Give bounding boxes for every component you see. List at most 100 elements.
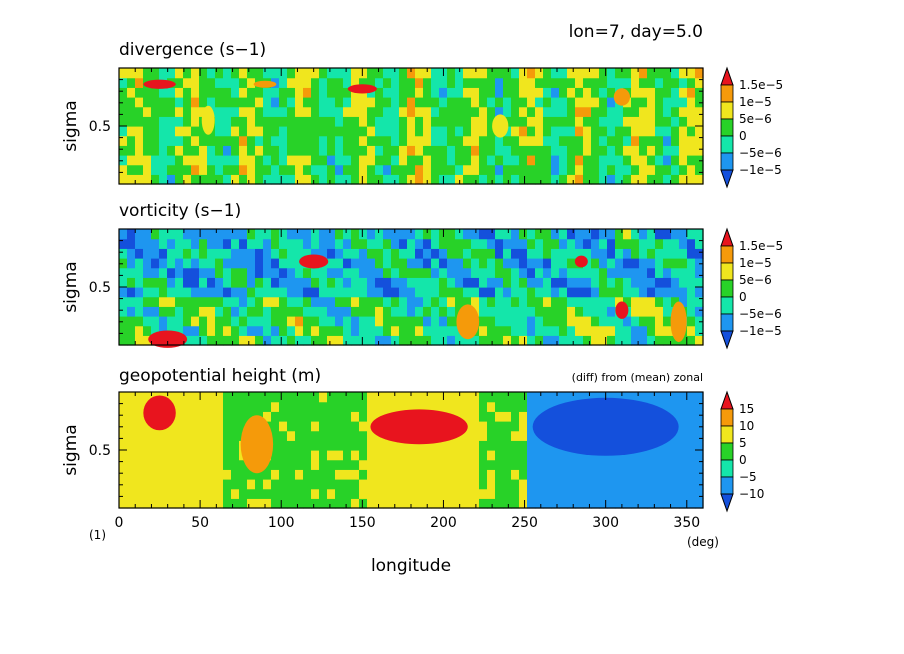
field-cell: [479, 325, 488, 336]
field-cell: [479, 116, 488, 127]
field-cell: [503, 87, 512, 98]
field-cell: [303, 498, 312, 509]
field-cell: [503, 421, 512, 432]
field-cell: [303, 479, 312, 490]
field-cell: [447, 296, 456, 307]
field-cell: [135, 68, 144, 79]
field-cell: [303, 238, 312, 249]
field-cell: [231, 164, 240, 175]
field-cell: [127, 258, 136, 269]
field-cell: [551, 145, 560, 156]
field-cell: [287, 469, 296, 480]
field-cell: [519, 155, 528, 166]
field-cell: [687, 126, 696, 137]
field-cell: [311, 97, 320, 108]
field-cell: [351, 479, 360, 490]
field-cell: [671, 296, 680, 307]
field-cell: [295, 421, 304, 432]
field-cell: [591, 106, 600, 117]
field-cell: [519, 459, 528, 470]
field-cell: [231, 401, 240, 412]
field-cell: [199, 392, 208, 403]
field-cell: [223, 135, 232, 146]
field-cell: [287, 155, 296, 166]
field-cell: [223, 479, 232, 490]
field-cell: [247, 97, 256, 108]
field-cell: [287, 174, 296, 185]
field-cell: [279, 277, 288, 288]
field-cell: [431, 277, 440, 288]
field-cell: [687, 488, 696, 499]
field-cell: [511, 155, 520, 166]
field-feature: [615, 301, 629, 319]
field-cell: [559, 316, 568, 327]
field-cell: [183, 229, 192, 240]
field-cell: [543, 248, 552, 259]
field-cell: [207, 296, 216, 307]
field-cell: [471, 469, 480, 480]
field-cell: [151, 498, 160, 509]
field-cell: [479, 430, 488, 441]
field-cell: [591, 469, 600, 480]
field-cell: [559, 287, 568, 298]
field-cell: [119, 440, 128, 451]
field-cell: [535, 145, 544, 156]
field-cell: [319, 164, 328, 175]
field-cell: [527, 335, 536, 346]
field-cell: [335, 421, 344, 432]
field-cell: [471, 116, 480, 127]
field-cell: [391, 68, 400, 79]
field-cell: [599, 68, 608, 79]
field-cell: [271, 248, 280, 259]
field-cell: [639, 488, 648, 499]
field-cell: [431, 229, 440, 240]
field-cell: [175, 77, 184, 88]
field-cell: [375, 258, 384, 269]
field-cell: [135, 174, 144, 185]
field-cell: [567, 77, 576, 88]
field-cell: [655, 106, 664, 117]
field-cell: [607, 325, 616, 336]
field-cell: [687, 459, 696, 470]
field-cell: [215, 258, 224, 269]
field-cell: [391, 469, 400, 480]
field-cell: [423, 488, 432, 499]
field-cell: [167, 450, 176, 461]
field-cell: [455, 277, 464, 288]
field-cell: [231, 97, 240, 108]
field-cell: [319, 97, 328, 108]
field-cell: [455, 450, 464, 461]
field-cell: [287, 97, 296, 108]
field-cell: [559, 87, 568, 98]
field-cell: [255, 135, 264, 146]
field-cell: [631, 479, 640, 490]
field-cell: [623, 459, 632, 470]
field-cell: [199, 450, 208, 461]
field-cell: [663, 401, 672, 412]
colorbar-swatch: [720, 262, 734, 281]
field-cell: [191, 164, 200, 175]
field-cell: [663, 258, 672, 269]
field-cell: [367, 430, 376, 441]
field-cell: [215, 68, 224, 79]
field-cell: [135, 306, 144, 317]
field-cell: [407, 126, 416, 137]
field-cell: [583, 87, 592, 98]
field-cell: [239, 411, 248, 422]
field-cell: [503, 469, 512, 480]
field-cell: [311, 430, 320, 441]
field-cell: [255, 479, 264, 490]
field-cell: [215, 296, 224, 307]
field-cell: [639, 238, 648, 249]
field-cell: [567, 135, 576, 146]
field-cell: [631, 459, 640, 470]
field-cell: [591, 498, 600, 509]
field-cell: [223, 164, 232, 175]
field-cell: [167, 498, 176, 509]
field-cell: [311, 174, 320, 185]
field-cell: [471, 258, 480, 269]
field-cell: [591, 325, 600, 336]
field-cell: [503, 488, 512, 499]
field-cell: [583, 248, 592, 259]
field-cell: [327, 97, 336, 108]
